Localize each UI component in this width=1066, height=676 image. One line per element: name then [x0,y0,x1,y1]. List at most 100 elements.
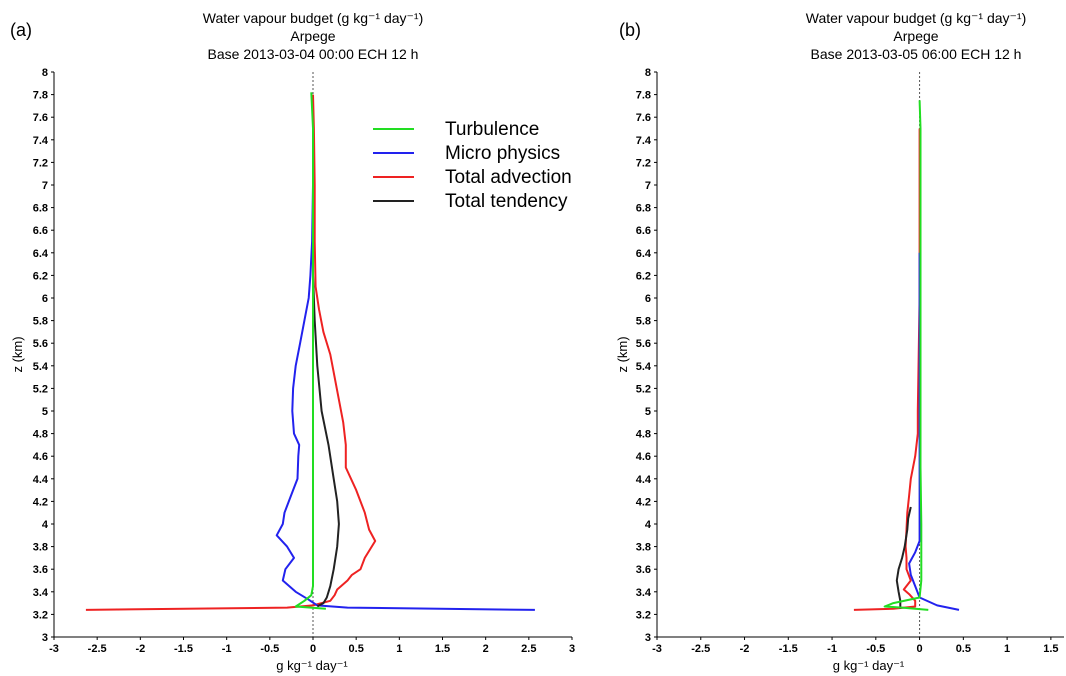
x-tick-label: -3 [49,643,59,655]
x-tick-label: -2.5 [691,643,710,655]
y-tick-label: 3.2 [33,609,48,621]
series-line-turbulence [883,100,929,611]
panel-label: (a) [10,20,32,40]
y-tick-label: 7 [42,180,48,192]
series-line-total-advection [85,94,377,611]
x-tick-label: 3 [569,643,575,655]
chart-title-line: Water vapour budget (g kg⁻¹ day⁻¹) [806,10,1026,26]
y-tick-label: 7.4 [33,135,49,147]
y-tick-label: 4.4 [636,474,652,486]
x-axis-title: g kg⁻¹ day⁻¹ [833,658,905,673]
chart-panel-b: (b) Water vapour budget (g kg⁻¹ day⁻¹) Arp… [615,10,1064,673]
x-tick-label: 2 [483,643,489,655]
y-tick-label: 5.8 [33,316,48,328]
chart-title-line: Base 2013-03-05 06:00 ECH 12 h [811,46,1022,62]
y-tick-label: 3 [42,632,48,644]
y-tick-label: 4.2 [636,496,651,508]
y-tick-label: 4.6 [33,451,48,463]
y-tick-label: 3.4 [636,587,652,599]
y-tick-label: 5.4 [33,361,49,373]
chart-title-line: Arpege [893,28,938,44]
legend-label: Total advection [445,167,572,188]
y-tick-label: 6.4 [636,248,652,260]
y-tick-label: 6.4 [33,248,49,260]
y-tick-label: 4.4 [33,474,49,486]
y-tick-label: 7.8 [636,90,651,102]
chart-title-line: Base 2013-03-04 00:00 ECH 12 h [208,46,419,62]
x-tick-label: -2 [135,643,145,655]
y-tick-label: 7.2 [636,157,651,169]
y-tick-label: 6.2 [636,270,651,282]
x-tick-label: 1.5 [1043,643,1058,655]
y-tick-label: 7.2 [33,157,48,169]
y-tick-label: 6.6 [33,225,48,237]
x-tick-label: -0.5 [866,643,885,655]
y-tick-label: 6.8 [33,203,48,215]
y-axis-title: z (km) [10,336,25,372]
y-tick-label: 4.8 [636,429,651,441]
y-tick-label: 7.8 [33,90,48,102]
y-tick-label: 5.6 [636,338,651,350]
x-tick-label: 1 [1004,643,1010,655]
y-tick-label: 7.6 [33,112,48,124]
x-tick-label: 2.5 [521,643,536,655]
y-tick-label: 5.2 [636,383,651,395]
y-tick-label: 8 [42,67,48,79]
legend-label: Total tendency [445,191,568,212]
y-tick-label: 7.6 [636,112,651,124]
y-tick-label: 5.8 [636,316,651,328]
y-tick-label: 6 [645,293,651,305]
panel-label: (b) [619,20,641,40]
x-tick-label: -2 [740,643,750,655]
y-tick-label: 5.6 [33,338,48,350]
y-tick-label: 3.2 [636,609,651,621]
series-line-total-tendency [312,185,340,608]
y-tick-label: 4 [42,519,49,531]
y-tick-label: 5 [645,406,651,418]
series-line-total-tendency [895,506,912,609]
y-tick-label: 7.4 [636,135,652,147]
y-tick-label: 6.2 [33,270,48,282]
x-tick-label: -0.5 [260,643,279,655]
x-tick-label: 0.5 [349,643,364,655]
x-tick-label: -1 [827,643,837,655]
x-tick-label: -1.5 [779,643,798,655]
x-tick-label: 1.5 [435,643,450,655]
chart-title-line: Water vapour budget (g kg⁻¹ day⁻¹) [203,10,423,26]
x-tick-label: -1 [222,643,232,655]
y-tick-label: 7 [645,180,651,192]
series-line-turbulence [294,92,326,610]
x-axis-title: g kg⁻¹ day⁻¹ [276,658,348,673]
x-tick-label: -3 [652,643,662,655]
x-tick-label: 1 [396,643,402,655]
y-tick-label: 5.4 [636,361,652,373]
y-axis-title: z (km) [615,336,630,372]
y-tick-label: 3.8 [636,542,651,554]
series-line-total-advection [853,128,921,611]
y-tick-label: 3.8 [33,542,48,554]
y-tick-label: 4 [645,519,652,531]
y-tick-label: 6.6 [636,225,651,237]
x-tick-label: -1.5 [174,643,193,655]
chart-panel-a: (a) Water vapour budget (g kg⁻¹ day⁻¹) Arp… [10,10,575,673]
legend-label: Turbulence [445,119,539,140]
y-tick-label: 3 [645,632,651,644]
y-tick-label: 4.8 [33,429,48,441]
chart-title-line: Arpege [290,28,335,44]
y-tick-label: 6 [42,293,48,305]
y-tick-label: 5.2 [33,383,48,395]
series-line-micro-physics [908,252,960,611]
x-tick-label: 0 [310,643,316,655]
y-tick-label: 4.6 [636,451,651,463]
y-tick-label: 5 [42,406,48,418]
series-line-micro-physics [275,184,535,611]
legend: Turbulence Micro physics Total advection To… [373,119,572,212]
x-tick-label: 0 [917,643,923,655]
y-tick-label: 3.6 [636,564,651,576]
x-tick-label: 0.5 [956,643,971,655]
x-tick-label: -2.5 [88,643,107,655]
y-tick-label: 3.6 [33,564,48,576]
y-tick-label: 6.8 [636,203,651,215]
y-tick-label: 8 [645,67,651,79]
